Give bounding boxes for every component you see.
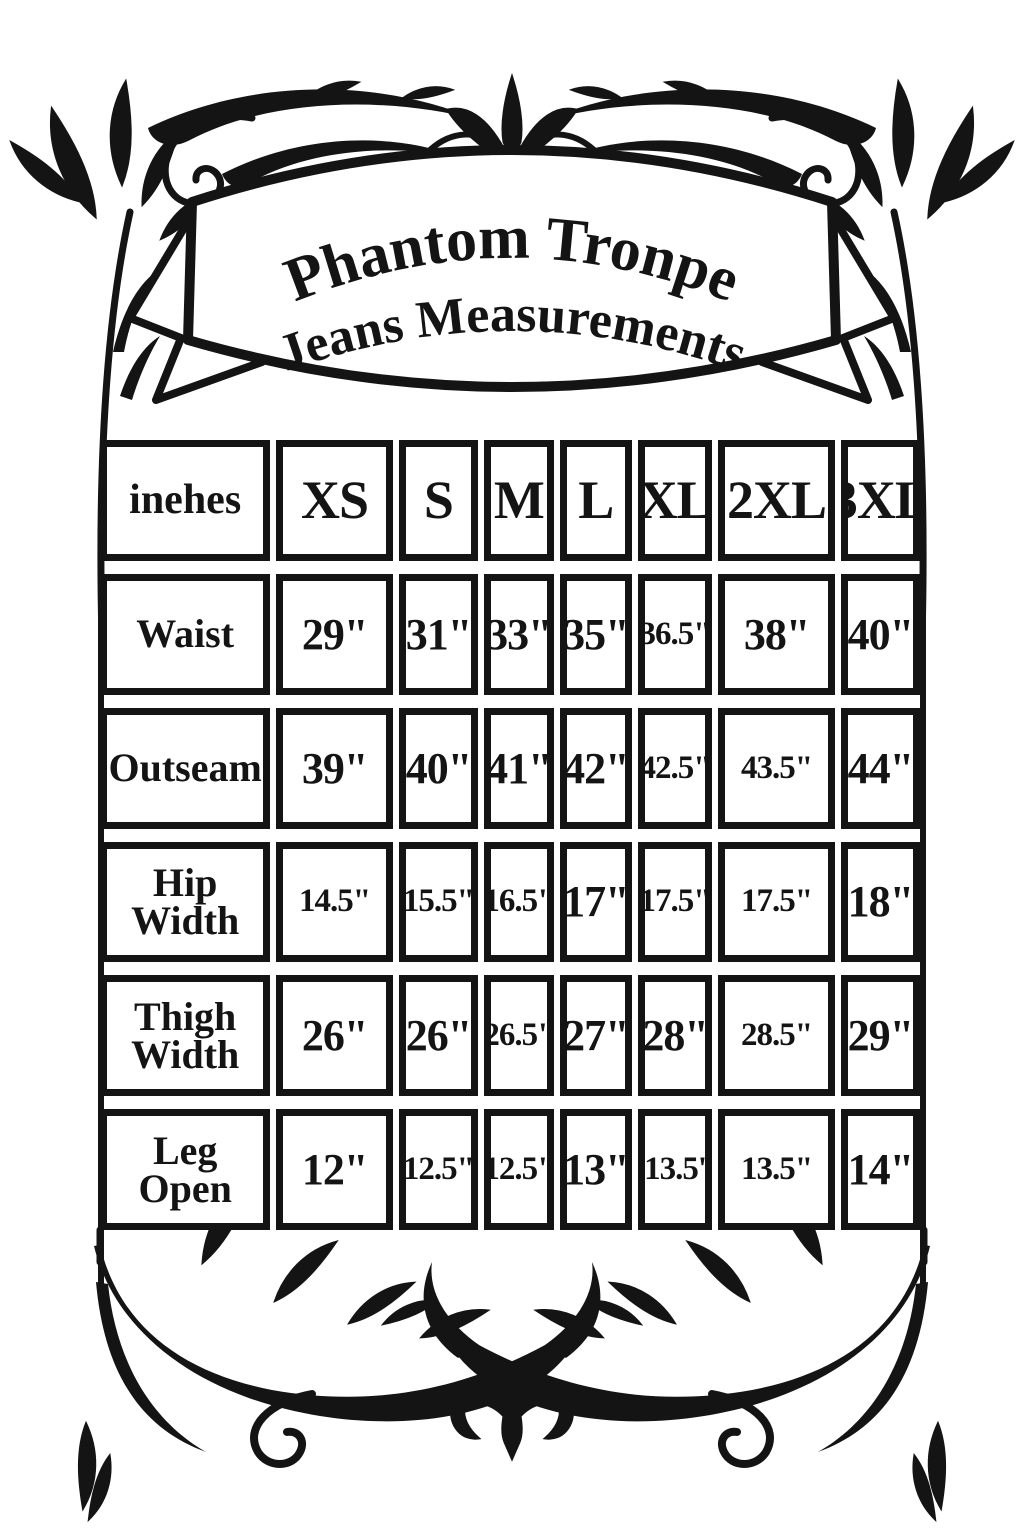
value-cell: 41" [484, 707, 554, 829]
value-cell: 44" [840, 707, 920, 829]
col-header-m: M [484, 440, 554, 561]
value-cell: 36.5" [637, 573, 713, 695]
value-cell: 42" [559, 707, 632, 829]
col-header-s: S [398, 440, 479, 561]
value-cell: 40" [840, 573, 920, 695]
row-label-leg-open: Leg Open [100, 1109, 271, 1230]
value-cell: 39" [276, 707, 393, 829]
value-cell: 13.5' [637, 1109, 713, 1230]
ribbon-banner [130, 145, 894, 400]
value-cell: 28" [637, 975, 713, 1097]
value-cell: 17.5" [718, 841, 835, 963]
value-cell: 17" [559, 841, 632, 963]
value-cell: 26" [276, 975, 393, 1097]
value-cell: 14.5" [276, 841, 393, 963]
value-cell: 35" [559, 573, 632, 695]
value-cell: 15.5" [398, 841, 479, 963]
value-cell: 40" [398, 707, 479, 829]
value-cell: 13.5" [718, 1109, 835, 1230]
row-label-thigh-width: Thigh Width [100, 975, 271, 1097]
value-cell: 27" [559, 975, 632, 1097]
value-cell: 26.5" [484, 975, 554, 1097]
value-cell: 38" [718, 573, 835, 695]
value-cell: 18" [840, 841, 920, 963]
col-header-3xl: 3XL [840, 440, 920, 561]
value-cell: 14" [840, 1109, 920, 1230]
value-cell: 12" [276, 1109, 393, 1230]
value-cell: 12.5" [398, 1109, 479, 1230]
value-cell: 29" [276, 573, 393, 695]
row-label-waist: Waist [100, 573, 271, 695]
col-header-xl: XL [637, 440, 713, 561]
value-cell: 16.5" [484, 841, 554, 963]
value-cell: 43.5" [718, 707, 835, 829]
value-cell: 12.5" [484, 1109, 554, 1230]
measurements-table: inehes XS S M L XL 2XL 3XL Waist 29" 31"… [100, 440, 920, 1230]
value-cell: 42.5" [637, 707, 713, 829]
col-header-2xl: 2XL [718, 440, 835, 561]
value-cell: 26" [398, 975, 479, 1097]
value-cell: 33" [484, 573, 554, 695]
value-cell: 29" [840, 975, 920, 1097]
col-header-l: L [559, 440, 632, 561]
unit-header-cell: inehes [100, 440, 271, 561]
value-cell: 31" [398, 573, 479, 695]
value-cell: 17.5" [637, 841, 713, 963]
value-cell: 28.5" [718, 975, 835, 1097]
row-label-outseam: Outseam [100, 707, 271, 829]
col-header-xs: XS [276, 440, 393, 561]
value-cell: 13" [559, 1109, 632, 1230]
row-label-hip-width: Hip Width [100, 841, 271, 963]
fleur-de-lis-bottom-icon [449, 1382, 575, 1462]
